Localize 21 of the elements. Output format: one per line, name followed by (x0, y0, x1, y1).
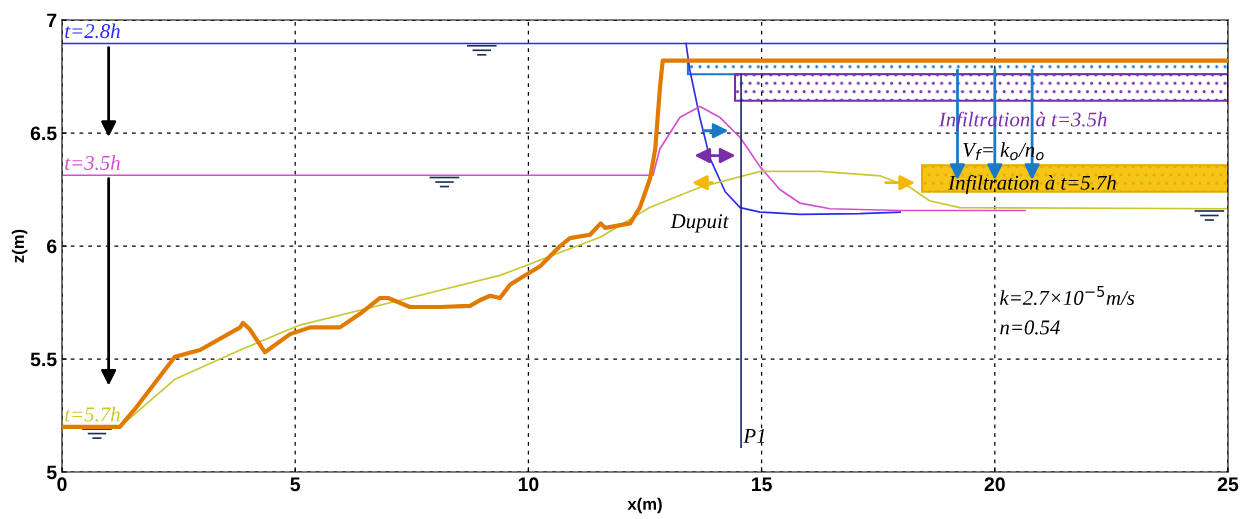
annotation: n=0.54 (1000, 320, 1060, 335)
annotation: Infiltration à t=5.7h (948, 174, 1116, 195)
y-axis-title: z(m) (11, 229, 28, 263)
series-label: t=3.5h (65, 155, 120, 170)
y-tick-label: 6 (47, 239, 57, 254)
x-axis-title: x(m) (627, 497, 662, 514)
x-tick-label: 20 (984, 477, 1005, 492)
x-tick-label: 10 (518, 477, 539, 492)
annotation: k=2.7×10$^{−5}$m/s (1000, 286, 1135, 305)
x-tick-label: 5 (290, 477, 301, 492)
series-label: t=2.8h (65, 23, 120, 39)
y-tick-label: 6.5 (30, 126, 57, 141)
annotation: Dupuit (670, 214, 729, 233)
x-tick-label: 25 (1217, 477, 1239, 492)
x-tick-label: 15 (752, 477, 772, 492)
y-tick-label: 5.5 (30, 352, 57, 367)
series-label: t=5.7h (65, 406, 120, 422)
annotation: P1 (743, 428, 765, 443)
x-tick-label: 0 (57, 477, 67, 492)
y-tick-label: 5 (46, 465, 57, 480)
y-tick-label: 7 (47, 13, 57, 28)
